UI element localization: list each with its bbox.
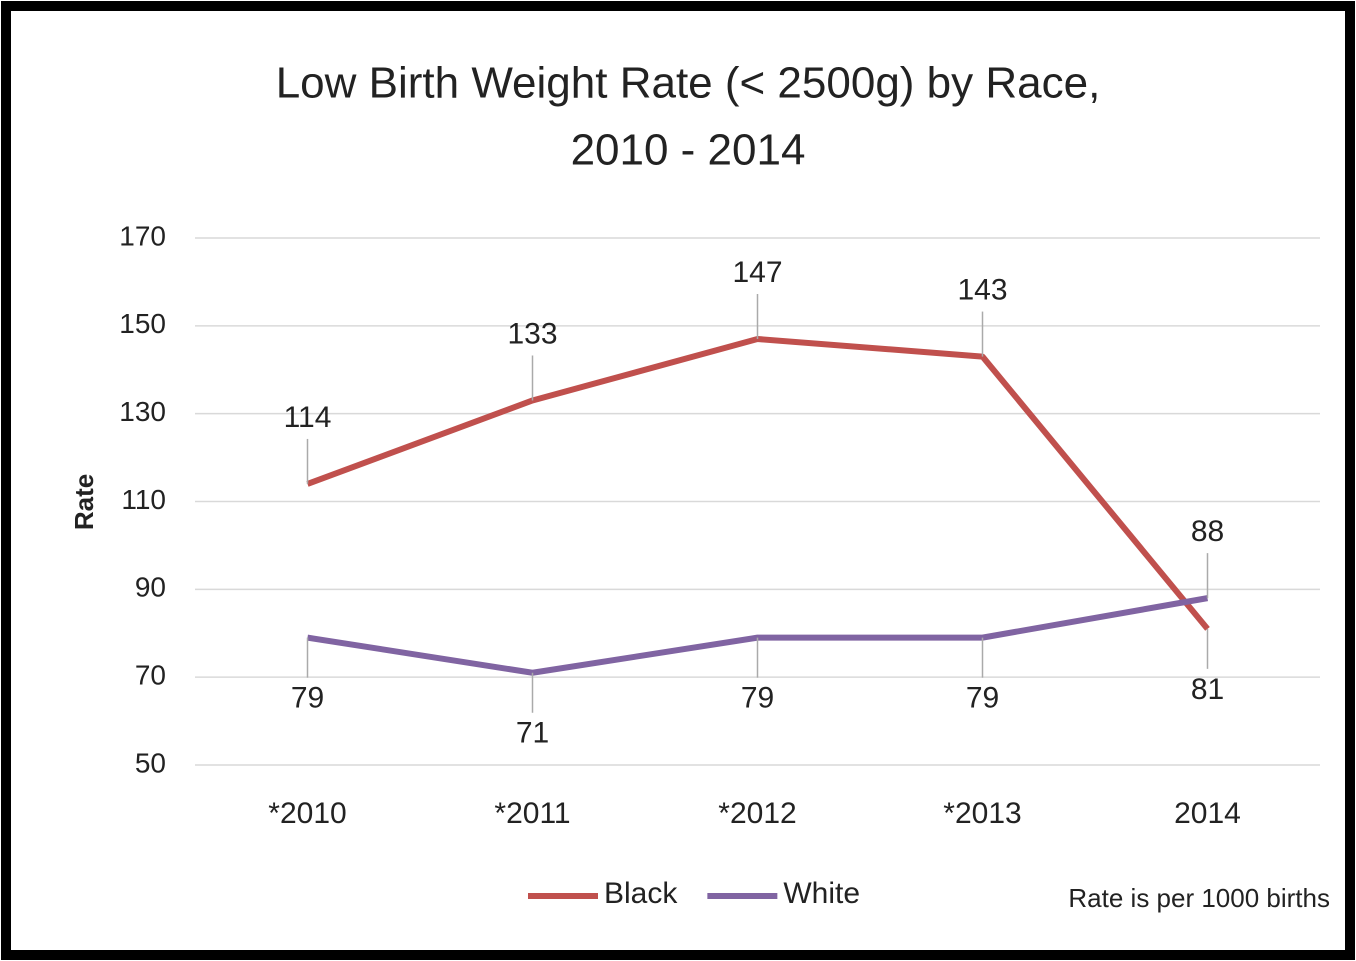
data-label: 79 (741, 682, 774, 715)
data-label: 147 (732, 256, 782, 289)
y-tick-label: 130 (119, 396, 166, 427)
x-tick-label: *2010 (268, 797, 346, 830)
data-label: 143 (957, 273, 1007, 306)
x-tick-label: 2014 (1174, 797, 1241, 830)
legend-label: Black (604, 877, 678, 910)
x-tick-label: *2011 (494, 797, 570, 830)
y-tick-label: 50 (135, 747, 166, 778)
data-label: 79 (966, 682, 999, 715)
x-tick-label: *2013 (943, 797, 1021, 830)
chart-title: 2010 - 2014 (571, 126, 806, 175)
note: Rate is per 1000 births (1068, 883, 1330, 913)
data-label: 81 (1191, 673, 1224, 706)
y-tick-label: 90 (135, 572, 166, 603)
data-label: 79 (291, 682, 324, 715)
y-tick-label: 150 (119, 308, 166, 339)
data-label: 133 (507, 317, 557, 350)
y-axis-label: Rate (69, 474, 99, 530)
y-tick-label: 110 (121, 484, 166, 515)
y-tick-label: 170 (119, 220, 166, 251)
data-label: 88 (1191, 515, 1224, 548)
x-tick-label: *2012 (718, 797, 796, 830)
data-label: 71 (516, 717, 549, 750)
chart-title: Low Birth Weight Rate (< 2500g) by Race, (276, 59, 1101, 108)
y-tick-label: 70 (135, 660, 166, 691)
legend-label: White (783, 877, 860, 910)
data-label: 114 (284, 401, 332, 434)
